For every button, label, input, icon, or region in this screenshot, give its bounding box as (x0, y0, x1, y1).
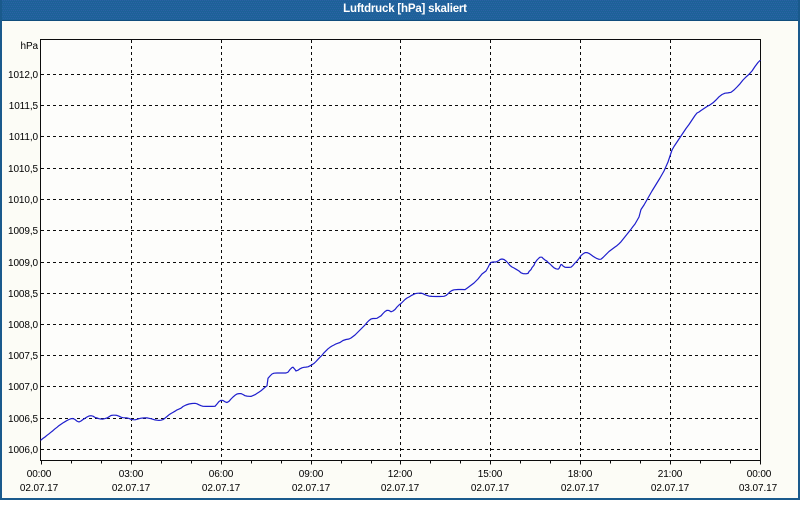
svg-text:02.07.17: 02.07.17 (561, 483, 600, 494)
svg-text:18:00: 18:00 (568, 469, 593, 480)
svg-text:1006,0: 1006,0 (8, 445, 39, 456)
svg-text:06:00: 06:00 (209, 469, 234, 480)
svg-text:00:00: 00:00 (27, 469, 52, 480)
svg-text:00:00: 00:00 (747, 469, 772, 480)
svg-text:02.07.17: 02.07.17 (292, 483, 331, 494)
svg-text:21:00: 21:00 (658, 469, 683, 480)
svg-text:1010,0: 1010,0 (8, 195, 39, 206)
svg-text:02.07.17: 02.07.17 (112, 483, 151, 494)
svg-text:02.07.17: 02.07.17 (651, 483, 690, 494)
svg-text:1010,5: 1010,5 (8, 164, 39, 175)
svg-text:1011,0: 1011,0 (9, 132, 39, 143)
svg-text:12:00: 12:00 (388, 469, 413, 480)
svg-text:03:00: 03:00 (119, 469, 144, 480)
svg-text:02.07.17: 02.07.17 (202, 483, 241, 494)
svg-text:1008,0: 1008,0 (8, 320, 39, 331)
svg-text:15:00: 15:00 (478, 469, 503, 480)
svg-text:1007,0: 1007,0 (8, 382, 39, 393)
svg-text:02.07.17: 02.07.17 (471, 483, 510, 494)
svg-text:1008,5: 1008,5 (8, 289, 39, 300)
svg-text:1011,5: 1011,5 (9, 101, 39, 112)
svg-text:1012,0: 1012,0 (8, 70, 39, 81)
svg-text:1009,0: 1009,0 (8, 258, 39, 269)
svg-text:02.07.17: 02.07.17 (381, 483, 420, 494)
svg-text:1006,5: 1006,5 (8, 414, 39, 425)
svg-text:02.07.17: 02.07.17 (20, 483, 59, 494)
svg-text:09:00: 09:00 (299, 469, 324, 480)
svg-text:03.07.17: 03.07.17 (739, 483, 778, 494)
svg-text:1007,5: 1007,5 (8, 351, 39, 362)
svg-text:1009,5: 1009,5 (8, 226, 39, 237)
svg-text:hPa: hPa (21, 41, 39, 52)
